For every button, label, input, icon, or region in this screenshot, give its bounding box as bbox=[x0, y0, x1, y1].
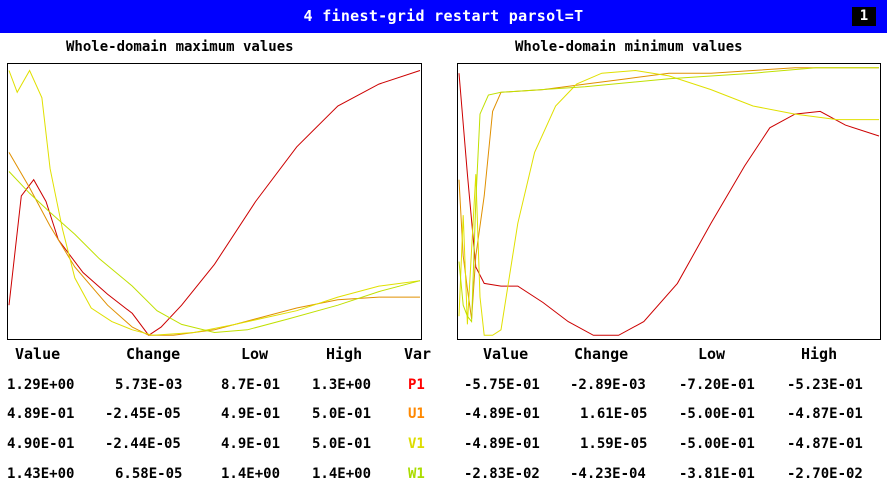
max-low-cell: 4.9E-01 bbox=[221, 406, 281, 422]
min-high-cell: -4.87E-01 bbox=[787, 406, 863, 422]
min-value-cell: -2.83E-02 bbox=[464, 466, 540, 482]
min-change-cell: -2.89E-03 bbox=[570, 377, 646, 393]
max-header-high: High bbox=[326, 345, 363, 363]
max-header-value: Value bbox=[15, 345, 61, 363]
min-change-cell: -4.23E-04 bbox=[570, 466, 646, 482]
min-header-change: Change bbox=[574, 345, 629, 363]
max-high-cell: 1.4E+00 bbox=[312, 466, 372, 482]
max-change-cell: -2.45E-05 bbox=[105, 406, 181, 422]
min-low-cell: -3.81E-01 bbox=[679, 466, 755, 482]
page-number-badge: 1 bbox=[852, 7, 876, 26]
max-value-cell: 4.89E-01 bbox=[7, 406, 75, 422]
max-low-cell: 1.4E+00 bbox=[221, 466, 281, 482]
min-series-w1-line bbox=[458, 67, 879, 323]
min-value-cell: -5.75E-01 bbox=[464, 377, 540, 393]
max-value-cell: 1.29E+00 bbox=[7, 377, 75, 393]
min-high-cell: -5.23E-01 bbox=[787, 377, 863, 393]
min-change-cell: 1.61E-05 bbox=[580, 406, 648, 422]
min-header-high: High bbox=[801, 345, 838, 363]
max-series-w1-line bbox=[8, 171, 421, 334]
var-label: V1 bbox=[408, 436, 425, 452]
min-high-cell: -2.70E-02 bbox=[787, 466, 863, 482]
max-change-cell: -2.44E-05 bbox=[105, 436, 181, 452]
max-high-cell: 1.3E+00 bbox=[312, 377, 372, 393]
min-chart-title: Whole-domain minimum values bbox=[515, 39, 743, 55]
min-low-cell: -5.00E-01 bbox=[679, 436, 755, 452]
header-var: Var bbox=[404, 345, 432, 363]
min-values-chart bbox=[457, 63, 881, 340]
min-high-cell: -4.87E-01 bbox=[787, 436, 863, 452]
max-value-cell: 1.43E+00 bbox=[7, 466, 75, 482]
max-change-cell: 5.73E-03 bbox=[115, 377, 183, 393]
min-low-cell: -5.00E-01 bbox=[679, 406, 755, 422]
min-chart-frame bbox=[457, 63, 881, 340]
max-series-u1-line bbox=[8, 152, 420, 336]
min-low-cell: -7.20E-01 bbox=[679, 377, 755, 393]
min-value-cell: -4.89E-01 bbox=[464, 406, 540, 422]
min-value-cell: -4.89E-01 bbox=[464, 436, 540, 452]
max-header-low: Low bbox=[241, 345, 269, 363]
min-change-cell: 1.59E-05 bbox=[580, 436, 648, 452]
min-header-value: Value bbox=[483, 345, 529, 363]
max-high-cell: 5.0E-01 bbox=[312, 406, 372, 422]
title-bar bbox=[0, 0, 887, 33]
var-label: W1 bbox=[408, 466, 425, 482]
var-label: P1 bbox=[408, 377, 425, 393]
max-low-cell: 8.7E-01 bbox=[221, 377, 281, 393]
page-title: 4 finest-grid restart parsol=T bbox=[303, 7, 584, 25]
min-header-low: Low bbox=[698, 345, 726, 363]
max-value-cell: 4.90E-01 bbox=[7, 436, 75, 452]
max-series-v1-line bbox=[8, 69, 421, 336]
max-low-cell: 4.9E-01 bbox=[221, 436, 281, 452]
max-values-chart bbox=[7, 63, 422, 340]
max-header-change: Change bbox=[126, 345, 181, 363]
var-label: U1 bbox=[408, 406, 425, 422]
max-chart-title: Whole-domain maximum values bbox=[66, 39, 294, 55]
max-change-cell: 6.58E-05 bbox=[115, 466, 183, 482]
max-high-cell: 5.0E-01 bbox=[312, 436, 372, 452]
